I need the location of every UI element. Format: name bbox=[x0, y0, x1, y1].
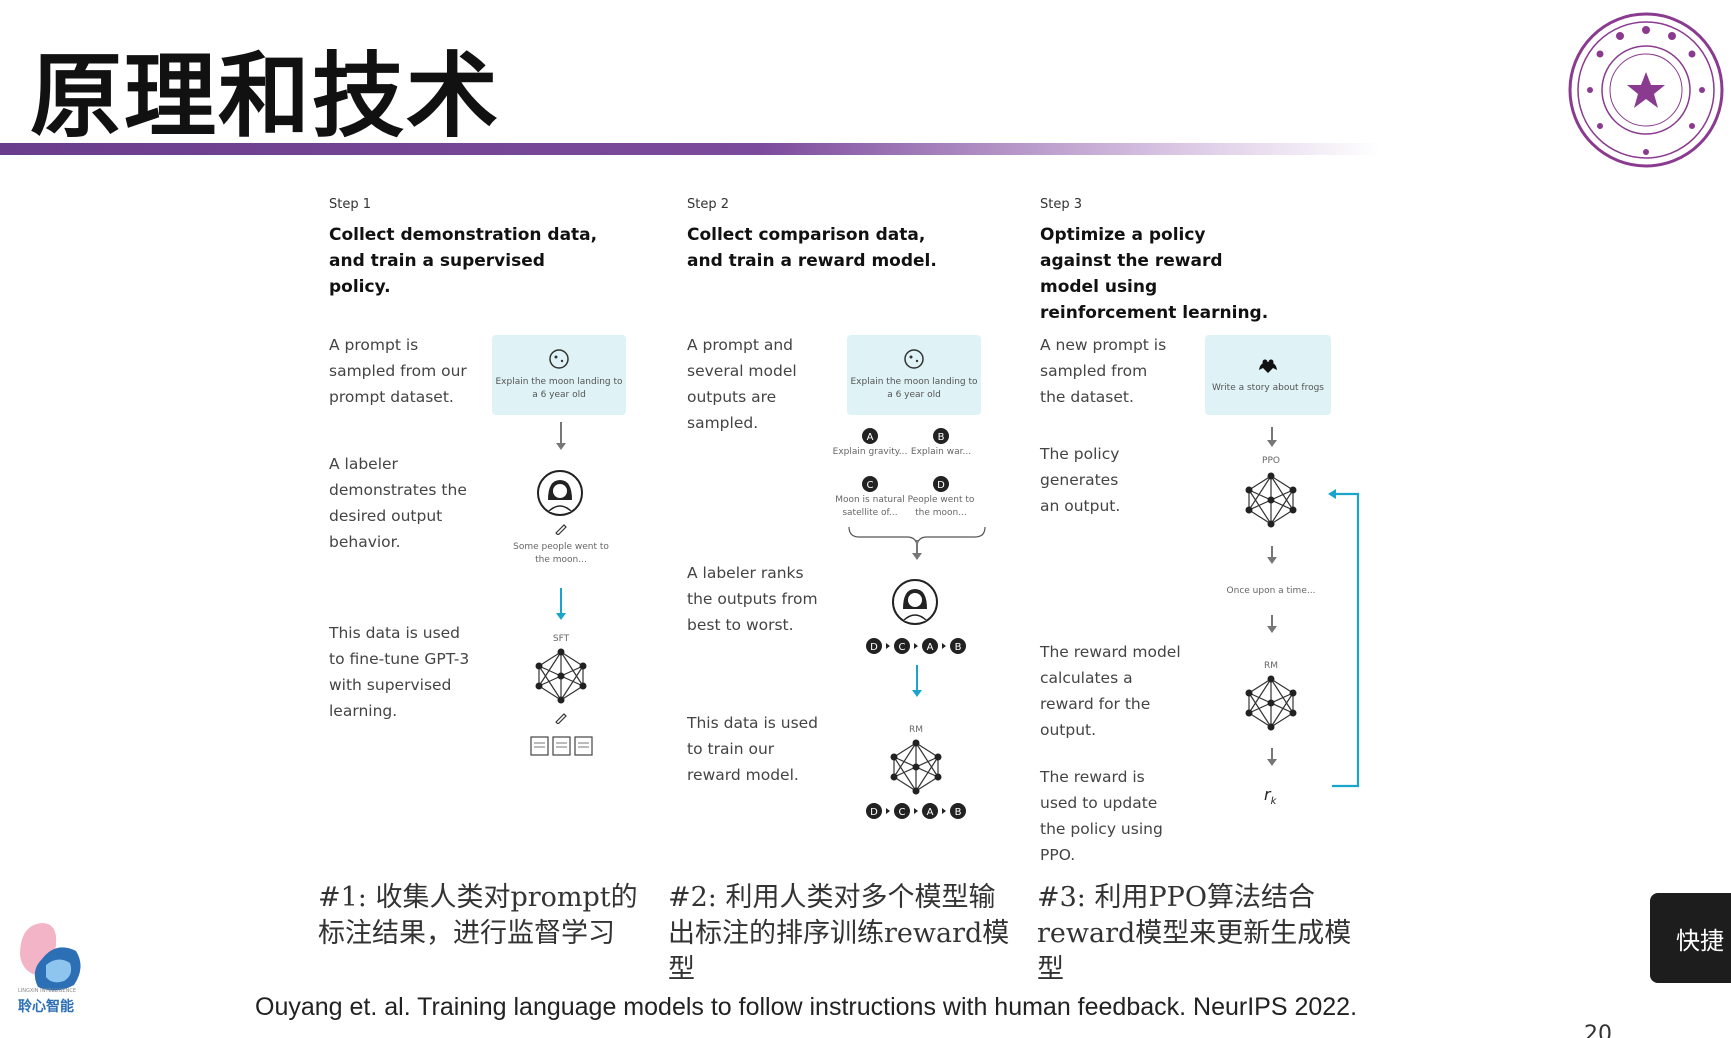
step2-arrow-1 bbox=[912, 540, 922, 560]
step3-desc-3: The reward model calculates a reward for… bbox=[1040, 643, 1181, 739]
step1-desc-1: A prompt is sampled from our prompt data… bbox=[329, 336, 467, 406]
step2-title: Collect comparison data, and train a rew… bbox=[687, 225, 937, 271]
svg-text:C: C bbox=[867, 480, 874, 491]
sft-network-icon bbox=[535, 648, 587, 704]
step3-output-text: Once upon a time... bbox=[1226, 586, 1316, 596]
svg-text:D: D bbox=[870, 642, 878, 653]
moon-icon-2 bbox=[904, 349, 924, 369]
step3-prompt-text: Write a story about frogs bbox=[1211, 382, 1325, 393]
rm-network-icon-2 bbox=[1245, 675, 1297, 731]
moon-icon bbox=[549, 349, 569, 369]
step3-arrow-1 bbox=[1267, 427, 1277, 447]
output-d-text: People went to the moon... bbox=[907, 495, 975, 518]
step1-prompt-text: Explain the moon landing to a 6 year old bbox=[495, 377, 623, 400]
step1-desc-3: This data is used to fine-tune GPT-3 wit… bbox=[329, 624, 470, 720]
step2-model-label: RM bbox=[908, 725, 924, 735]
step2-desc-2: A labeler ranks the outputs from best to… bbox=[687, 564, 818, 634]
university-seal-icon bbox=[1568, 12, 1724, 168]
lingxin-logo-icon bbox=[20, 923, 81, 991]
step3-arrow-3 bbox=[1267, 615, 1277, 633]
step1-label: Step 1 bbox=[329, 197, 372, 212]
svg-text:A: A bbox=[927, 642, 934, 653]
svg-text:C: C bbox=[899, 642, 906, 653]
step2-prompt-box: Explain the moon landing to a 6 year old bbox=[847, 335, 981, 415]
labeler-person-icon bbox=[537, 470, 583, 516]
title-underline-bar bbox=[0, 143, 1380, 155]
output-a-badge: A bbox=[862, 428, 878, 444]
citation: Ouyang et. al. Training language models … bbox=[255, 993, 1358, 1021]
svg-text:D: D bbox=[937, 480, 945, 491]
step1-arrow-1 bbox=[556, 422, 566, 450]
svg-text:C: C bbox=[899, 807, 906, 818]
output-b-badge: B bbox=[933, 428, 949, 444]
svg-text:A: A bbox=[927, 807, 934, 818]
feedback-loop-arrow bbox=[1328, 489, 1360, 788]
step3-arrow-2 bbox=[1267, 546, 1277, 564]
output-a-text: Explain gravity... bbox=[832, 447, 908, 457]
documents-icon bbox=[530, 736, 593, 756]
rlhf-diagram: Step 1 Collect demonstration data, and t… bbox=[320, 190, 1380, 870]
step3-prompt-box: Write a story about frogs bbox=[1205, 335, 1331, 415]
caption-step3: #3: 利用PPO算法结合reward模型来更新生成模型 bbox=[1037, 882, 1352, 985]
rm-network-icon bbox=[890, 739, 942, 795]
pencil-icon bbox=[555, 524, 567, 535]
output-b-text: Explain war... bbox=[910, 447, 972, 457]
caption-step1: #1: 收集人类对prompt的标注结果，进行监督学习 bbox=[318, 882, 638, 949]
pencil-icon-2 bbox=[555, 713, 567, 724]
output-c-text: Moon is natural satellite of... bbox=[835, 495, 905, 518]
step1-prompt-box: Explain the moon landing to a 6 year old bbox=[492, 335, 626, 415]
svg-text:D: D bbox=[870, 807, 878, 818]
output-d-badge: D bbox=[933, 476, 949, 492]
step3-desc-1: A new prompt is sampled from the dataset… bbox=[1040, 336, 1167, 406]
step3-model-label: RM bbox=[1263, 661, 1279, 671]
frog-icon bbox=[1259, 359, 1277, 373]
step2-label: Step 2 bbox=[687, 197, 730, 212]
step2-desc-1: A prompt and several model outputs are s… bbox=[687, 336, 797, 432]
shortcut-button[interactable]: 快捷 bbox=[1650, 893, 1731, 983]
step1-title: Collect demonstration data, and train a … bbox=[329, 225, 598, 297]
logo-subtitle: LINGXIN INTELLIGENCE bbox=[18, 988, 77, 994]
svg-text:B: B bbox=[938, 432, 945, 443]
reward-symbol: rk bbox=[1264, 785, 1277, 808]
labeler-person-icon-2 bbox=[892, 579, 938, 625]
step3-policy-label: PPO bbox=[1262, 456, 1280, 466]
step3-arrow-4 bbox=[1267, 748, 1277, 766]
step1-arrow-2 bbox=[556, 588, 566, 620]
step3-title: Optimize a policy against the reward mod… bbox=[1040, 225, 1269, 323]
output-c-badge: C bbox=[862, 476, 878, 492]
svg-text:B: B bbox=[955, 642, 962, 653]
slide-title: 原理和技术 bbox=[30, 43, 501, 150]
step2-prompt-text: Explain the moon landing to a 6 year old bbox=[850, 377, 978, 400]
step2-arrow-2 bbox=[912, 665, 922, 697]
svg-text:B: B bbox=[955, 807, 962, 818]
step3-desc-2: The policy generates an output. bbox=[1040, 445, 1121, 515]
caption-step2: #2: 利用人类对多个模型输出标注的排序训练reward模型 bbox=[668, 882, 1010, 985]
step1-desc-2: A labeler demonstrates the desired outpu… bbox=[329, 455, 467, 551]
step2-desc-3: This data is used to train our reward mo… bbox=[687, 714, 819, 784]
logo-name: 聆心智能 bbox=[18, 999, 74, 1015]
ppo-network-icon bbox=[1245, 472, 1297, 528]
svg-text:A: A bbox=[867, 432, 874, 443]
step3-desc-4: The reward is used to update the policy … bbox=[1040, 768, 1163, 864]
step1-model-label: SFT bbox=[552, 634, 570, 644]
step1-labeler-output: Some people went to the moon... bbox=[513, 542, 609, 565]
step3-label: Step 3 bbox=[1040, 197, 1083, 212]
page-number: 20 bbox=[1584, 1022, 1612, 1038]
